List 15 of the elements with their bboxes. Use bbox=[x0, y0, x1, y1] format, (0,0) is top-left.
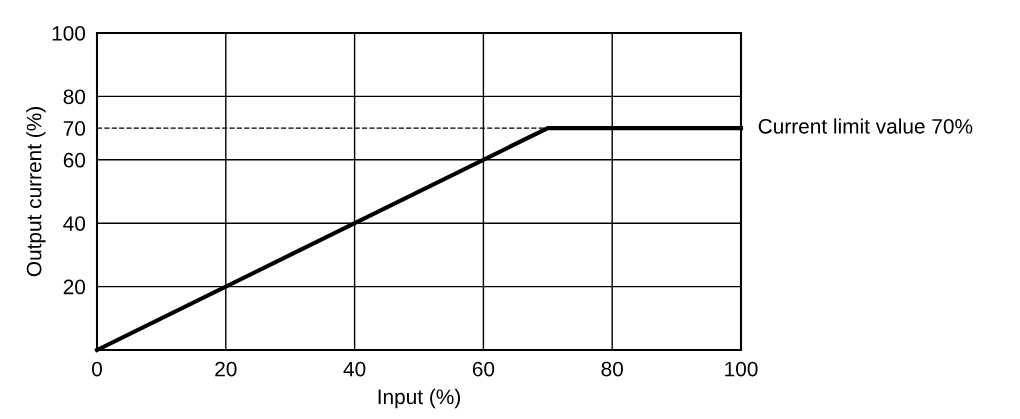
y-tick-label: 60 bbox=[63, 152, 86, 168]
annotation: Current limit value 70% bbox=[758, 118, 973, 134]
y-tick-label: 100 bbox=[52, 26, 86, 41]
y-tick-label: 70 bbox=[63, 121, 86, 136]
y-tick-label: 20 bbox=[63, 279, 86, 295]
y-tick-label: 80 bbox=[63, 89, 86, 105]
x-axis-title: Input (%) bbox=[378, 388, 460, 409]
x-tick-label: 40 bbox=[343, 361, 366, 377]
x-tick-label: 0 bbox=[92, 361, 102, 377]
x-tick-label: 80 bbox=[601, 361, 623, 377]
y-tick-label: 40 bbox=[63, 216, 86, 231]
x-tick-label: 100 bbox=[725, 361, 758, 377]
y-axis-title: Output current (%) bbox=[26, 107, 46, 277]
x-tick-label: 20 bbox=[215, 361, 237, 377]
x-tick-label: 60 bbox=[472, 361, 495, 377]
